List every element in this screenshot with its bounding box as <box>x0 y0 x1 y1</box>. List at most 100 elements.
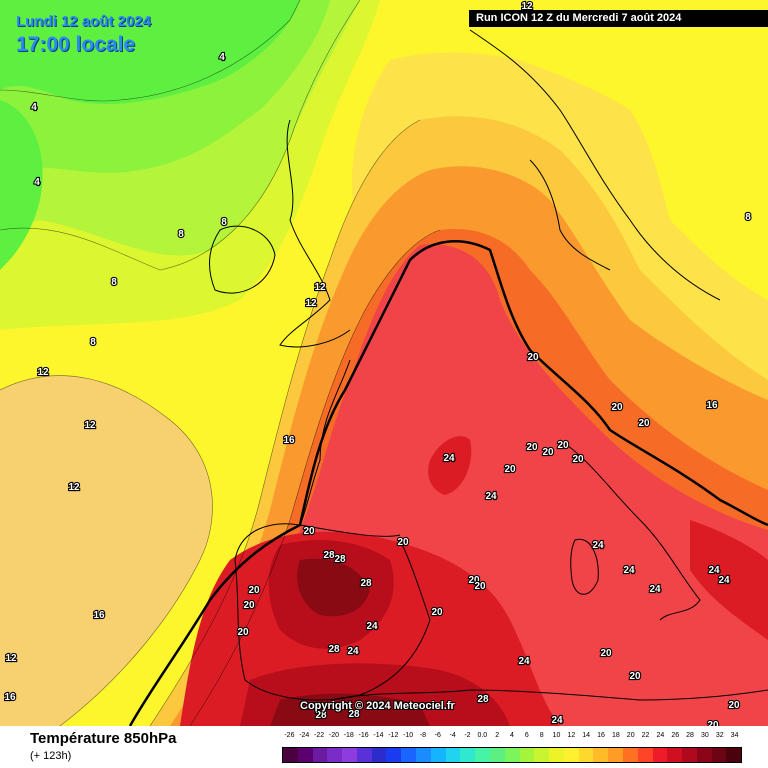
isotherm-label: 20 <box>504 464 516 475</box>
color-scale-swatch <box>342 748 357 762</box>
isotherm-label: 16 <box>93 610 105 621</box>
coast-ireland <box>209 225 276 294</box>
color-scale-swatch <box>549 748 564 762</box>
color-scale-tick-label: 34 <box>730 732 739 739</box>
color-scale-bar <box>282 747 742 763</box>
color-scale-tick-label: 6 <box>524 732 529 739</box>
legend-forecast-hour: (+ 123h) <box>30 750 72 762</box>
color-scale-swatch <box>283 748 298 762</box>
isotherm-label: 20 <box>629 671 641 682</box>
isotherm-label: 8 <box>90 337 96 348</box>
color-scale-tick-label: 2 <box>495 732 500 739</box>
color-scale-tick-label: -2 <box>464 732 471 739</box>
color-scale-tick-label: -20 <box>328 732 339 739</box>
isotherm-label: 8 <box>111 277 117 288</box>
isotherm-label: 8 <box>745 212 751 223</box>
color-scale-swatch <box>519 748 535 762</box>
coast-france-west <box>299 359 401 537</box>
isotherm-20-bold <box>128 240 768 726</box>
color-scale-tick-label: -12 <box>388 732 399 739</box>
color-scale-tick-label: 8 <box>539 732 544 739</box>
isotherm-label: 28 <box>323 550 335 561</box>
isotherm-label: 28 <box>315 710 327 721</box>
isotherm-label: 24 <box>649 584 661 595</box>
isotherm-label: 4 <box>34 177 40 188</box>
isotherm-label: 20 <box>638 418 650 429</box>
isotherm-label: 28 <box>334 554 346 565</box>
isotherm-label: 24 <box>518 656 530 667</box>
color-scale-swatch <box>608 748 623 762</box>
color-scale-swatch <box>312 748 328 762</box>
color-scale-tick-label: 18 <box>611 732 620 739</box>
color-scale-swatch <box>386 748 402 762</box>
area-28-south <box>270 693 430 726</box>
isotherm-label: 20 <box>303 526 315 537</box>
isotherm-label: 24 <box>347 646 359 657</box>
legend-title: Température 850hPa <box>30 730 177 747</box>
coast-scandinavia <box>469 29 721 301</box>
color-scale-swatch <box>371 748 387 762</box>
color-scale-tick-label: -22 <box>314 732 325 739</box>
color-scale-tick-label: -8 <box>419 732 427 739</box>
color-scale-tick-label: -18 <box>343 732 354 739</box>
isotherm-label: 20 <box>248 585 260 596</box>
coast-iberia <box>234 523 431 701</box>
isotherm-8 <box>0 0 361 271</box>
isotherm-label: 8 <box>221 217 227 228</box>
color-scale-swatch <box>726 748 742 762</box>
isotherm-label: 20 <box>572 454 584 465</box>
color-scale-tick-label: -26 <box>284 732 295 739</box>
color-scale-swatch <box>460 748 476 762</box>
isotherm-label: 20 <box>243 600 255 611</box>
color-scale-swatch <box>430 748 446 762</box>
area-24-spain-inland <box>428 436 472 495</box>
isotherm-20 <box>189 229 441 726</box>
color-scale-tick-label: 10 <box>552 732 561 739</box>
color-scale-swatch <box>489 748 505 762</box>
isotherm-label: 16 <box>706 400 718 411</box>
isotherm-label: 8 <box>178 229 184 240</box>
isotherm-label: 12 <box>84 420 96 431</box>
isotherm-label: 12 <box>521 1 533 12</box>
color-scale-swatch <box>445 748 461 762</box>
color-scale-swatch <box>475 748 490 762</box>
color-scale-swatch <box>401 748 417 762</box>
isotherm-label: 20 <box>397 537 409 548</box>
isotherm-label: 24 <box>443 453 455 464</box>
color-scale-swatch <box>578 748 594 762</box>
coast-northafrica <box>329 689 768 701</box>
coast-italy <box>559 439 701 621</box>
color-scale-tick-label: -6 <box>434 732 441 739</box>
isotherm-label: 20 <box>468 575 480 586</box>
color-scale-tick-label: 0.0 <box>477 732 488 739</box>
model-run-banner: Run ICON 12 Z du Mercredi 7 août 2024 <box>469 10 768 27</box>
isotherm-label: 20 <box>728 700 740 711</box>
coast-sardinia <box>570 538 599 595</box>
color-scale-swatch <box>682 748 697 762</box>
forecast-time: 17:00 locale <box>16 33 136 56</box>
color-scale-swatch <box>327 748 343 762</box>
isotherm-label: 24 <box>623 565 635 576</box>
isotherm-label: 16 <box>283 435 295 446</box>
isotherm-label: 20 <box>600 648 612 659</box>
isotherm-label: 4 <box>31 102 37 113</box>
isotherm-label: 20 <box>527 352 539 363</box>
isotherm-label: 20 <box>611 402 623 413</box>
color-scale-tick-label: 30 <box>700 732 709 739</box>
isotherm-label: 24 <box>718 575 730 586</box>
isotherm-label: 20 <box>542 447 554 458</box>
isotherm-label: 24 <box>366 621 378 632</box>
legend-footer: Température 850hPa (+ 123h) -26 -2 4 -22 -20… <box>0 726 768 768</box>
color-scale: -26 -24 -22 -20 -18 -16 -14 -12 -10 -8 -6 -4 -2 0.0 2 4… <box>282 732 742 764</box>
isotherm-label: 20 <box>237 627 249 638</box>
color-scale-tick-label: 22 <box>641 732 650 739</box>
isotherm-16 <box>149 119 421 726</box>
isotherm-label: 12 <box>5 653 17 664</box>
isotherm-label: 24 <box>551 715 563 726</box>
color-scale-tick-label: 12 <box>567 732 576 739</box>
area-24-east <box>690 520 768 640</box>
color-scale-tick-label: 4 <box>510 732 514 739</box>
area-14-west <box>0 375 213 726</box>
